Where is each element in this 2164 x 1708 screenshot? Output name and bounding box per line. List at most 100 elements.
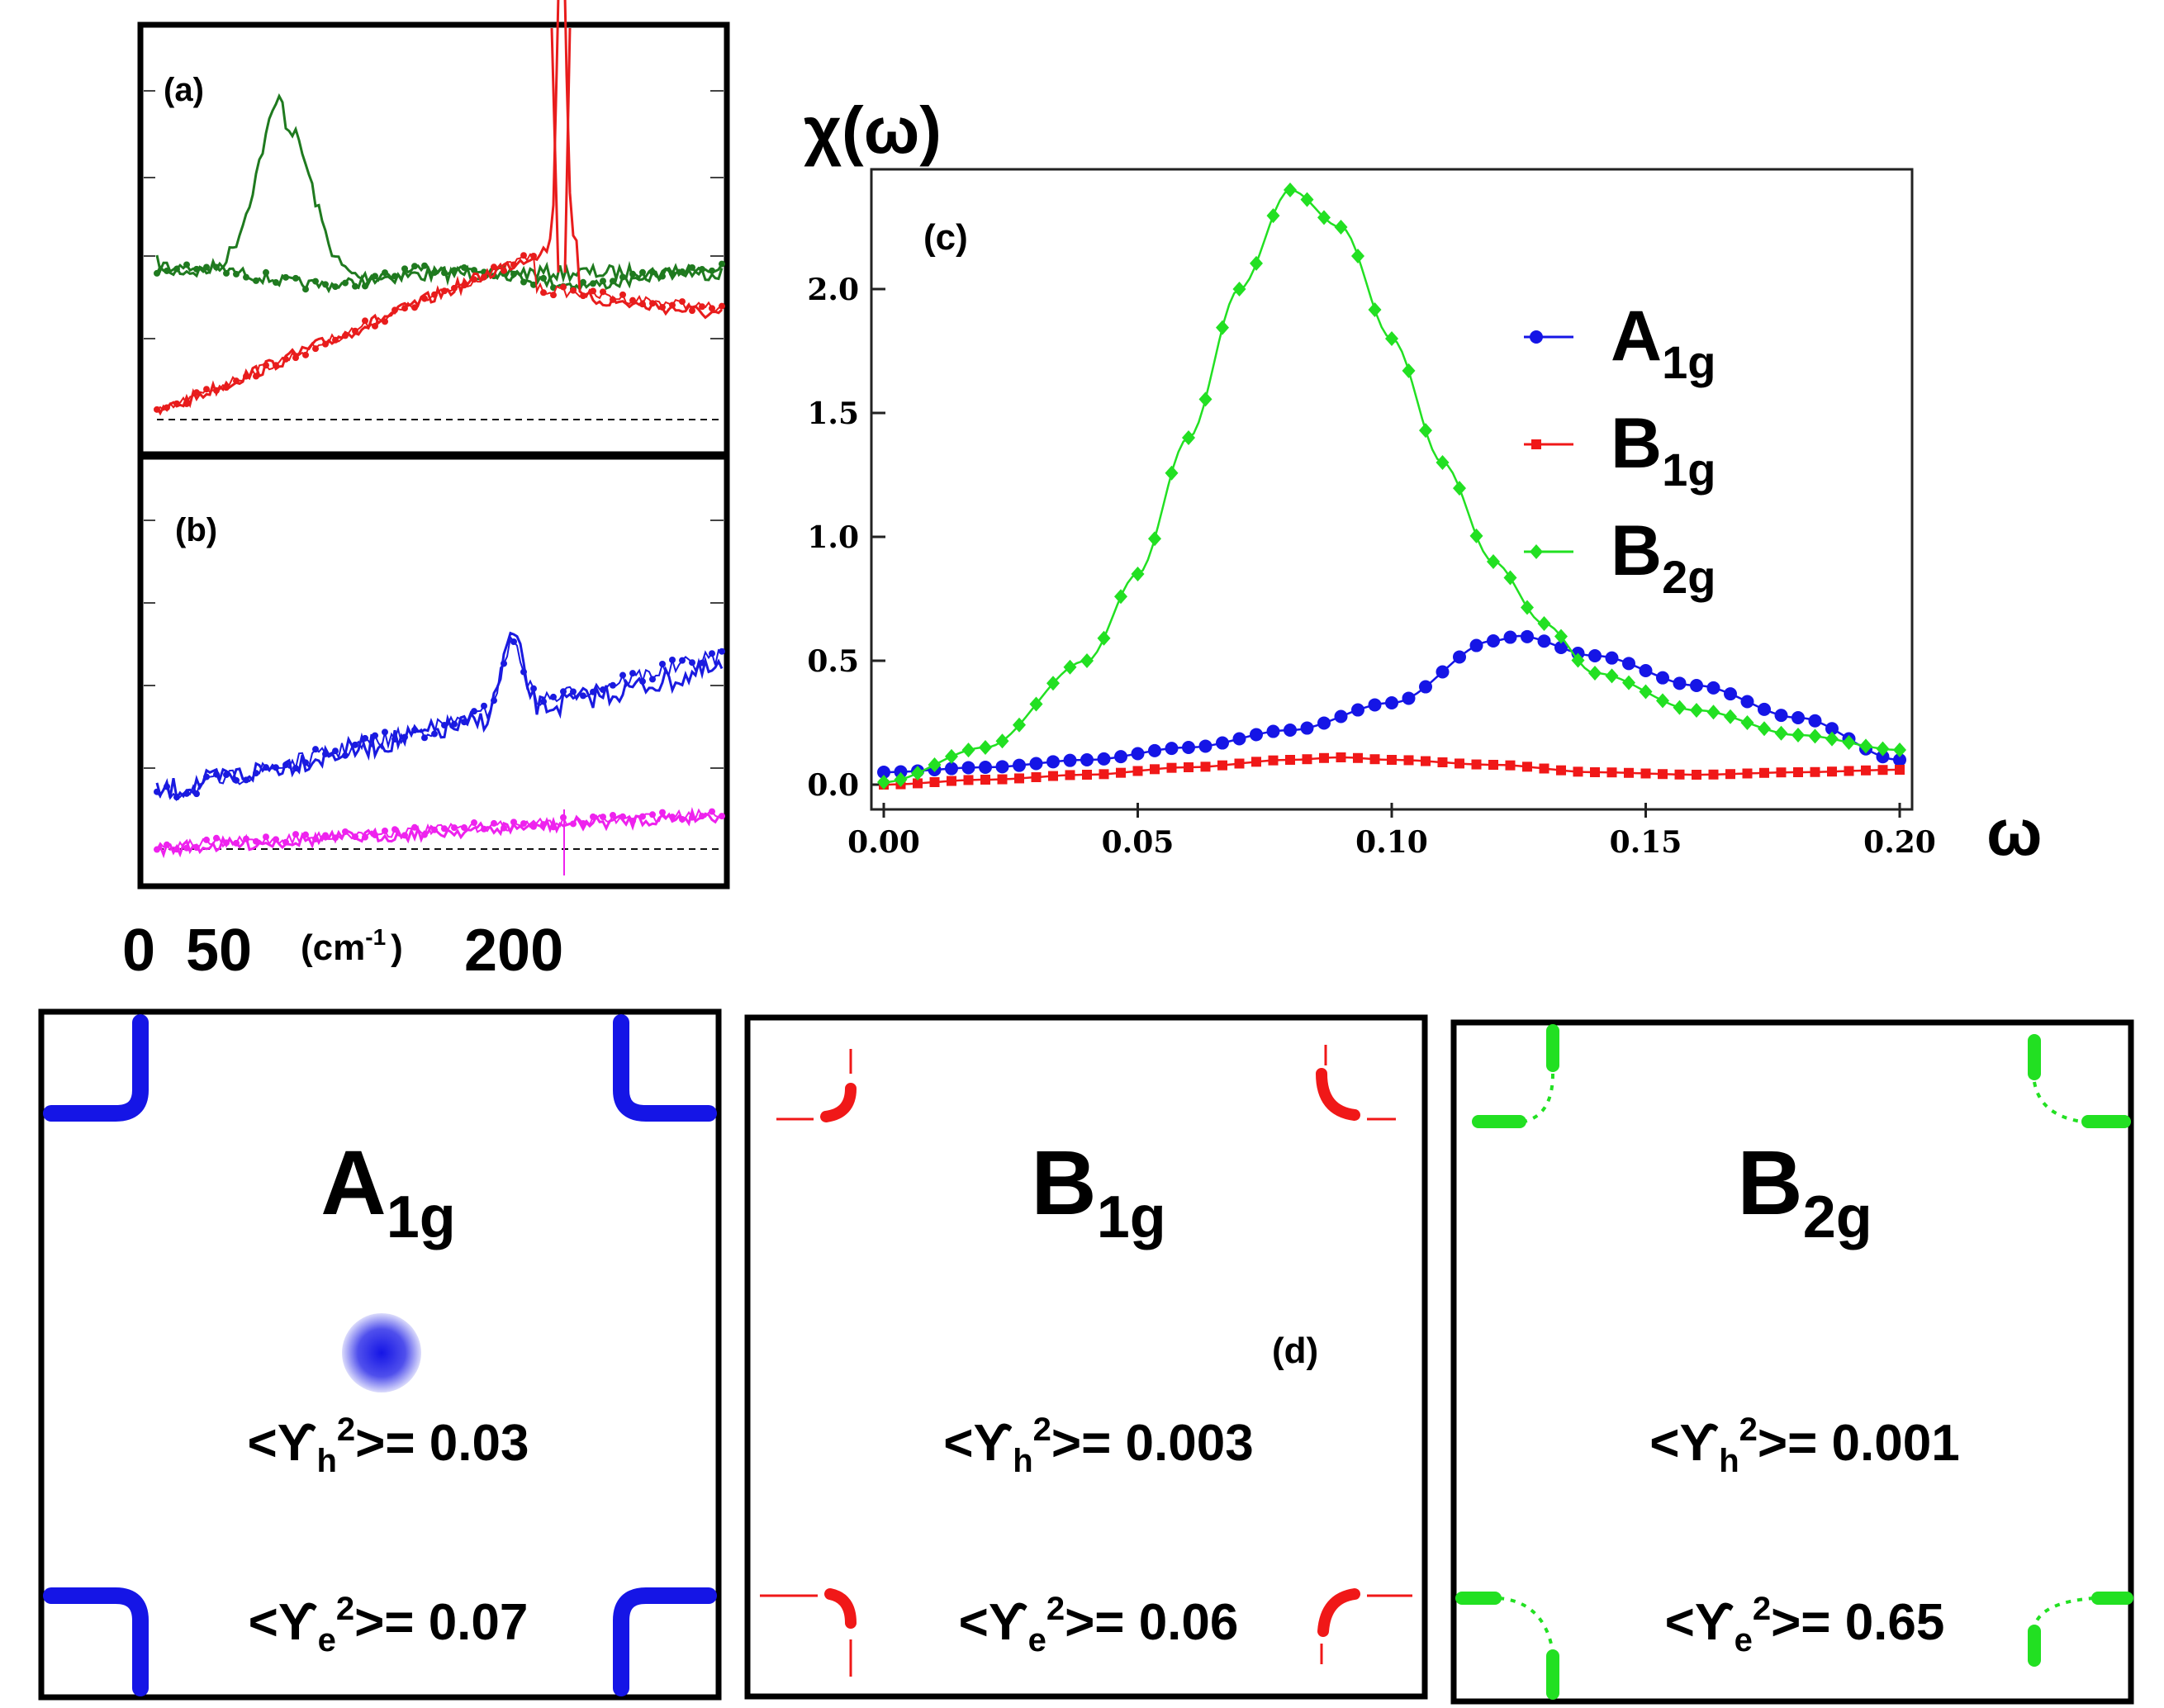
a-red-dotted-dot xyxy=(619,291,626,298)
point-A1g xyxy=(1114,750,1127,764)
a-red-peak-down xyxy=(563,27,572,273)
b-magenta-dotted-dot xyxy=(302,831,309,838)
a-green-dotted-dot xyxy=(203,263,210,271)
point-B2g xyxy=(1503,570,1517,586)
point-A1g xyxy=(1402,691,1416,705)
legend-marker-B2g xyxy=(1530,544,1543,559)
legend-label-B1g: B1g xyxy=(1611,404,1716,496)
a-green-dotted-dot xyxy=(629,270,636,278)
point-A1g xyxy=(894,765,908,779)
point-B1g xyxy=(1217,760,1227,771)
point-B2g xyxy=(1131,567,1145,581)
point-B2g xyxy=(1029,696,1043,712)
b-blue-dotted-dot xyxy=(263,764,269,771)
point-A1g xyxy=(1487,634,1500,648)
a-red-dotted-dot xyxy=(689,307,695,315)
b-blue-dotted-dot xyxy=(580,692,586,700)
a-green-dotted-dot xyxy=(282,273,289,281)
point-B1g xyxy=(1776,767,1787,778)
b-blue-dotted-dot xyxy=(183,790,190,797)
electron-coupling-B2g: <ϒe2>= 0.65 xyxy=(1665,1591,1945,1658)
a-red-dotted-dot xyxy=(342,332,349,339)
a-red-dotted-dot xyxy=(520,252,527,259)
point-B1g xyxy=(913,778,923,789)
b-magenta-dotted-dot xyxy=(431,826,438,833)
a-red-dotted-dot xyxy=(213,387,220,394)
point-B2g xyxy=(1706,705,1720,720)
point-B1g xyxy=(1065,770,1075,780)
point-A1g xyxy=(1182,741,1195,754)
b-magenta-dotted-dot xyxy=(263,833,269,841)
point-B2g xyxy=(1368,302,1382,317)
point-A1g xyxy=(1453,650,1466,664)
b-blue-dotted-dot xyxy=(649,676,656,683)
a-red-dotted-dot xyxy=(431,291,438,298)
point-A1g xyxy=(945,761,958,776)
point-A1g xyxy=(1436,665,1450,679)
point-B2g xyxy=(1266,208,1280,224)
b-blue-dotted-dot xyxy=(560,688,567,695)
point-B1g xyxy=(1708,769,1719,780)
a-red-dotted-dot xyxy=(282,355,289,363)
point-A1g xyxy=(1876,750,1890,764)
b-blue-dotted xyxy=(156,635,723,800)
point-A1g xyxy=(1097,752,1111,766)
b-blue-dotted-dot xyxy=(332,747,339,755)
point-B1g xyxy=(1640,768,1651,779)
point-A1g xyxy=(1165,742,1179,756)
point-A1g xyxy=(961,761,975,775)
point-B2g xyxy=(1046,676,1060,691)
hole-coupling-A1g: <ϒh2>= 0.03 xyxy=(248,1411,529,1479)
b-blue-dotted-dot xyxy=(570,688,577,695)
a-green-dotted-dot xyxy=(530,281,537,288)
point-B2g xyxy=(1639,684,1653,700)
a1g-pocket-br xyxy=(613,1587,717,1696)
point-B2g xyxy=(1487,554,1500,569)
point-A1g xyxy=(1250,728,1263,742)
point-A1g xyxy=(1690,679,1703,692)
b-magenta-dotted-dot xyxy=(510,818,517,826)
a-red-dotted-dot xyxy=(709,305,715,312)
box-title-B1g: B1g xyxy=(1031,1132,1165,1250)
b-blue-dotted-dot xyxy=(322,750,329,757)
b-magenta-dotted-dot xyxy=(540,821,547,828)
point-B1g xyxy=(1759,767,1769,778)
point-B2g xyxy=(961,743,975,758)
point-B1g xyxy=(1590,767,1600,777)
legend-label-B2g: B2g xyxy=(1611,511,1716,603)
a-green-dotted-dot xyxy=(392,273,398,280)
box-title-A1g: A1g xyxy=(320,1132,455,1250)
a1g-fermi-pockets xyxy=(43,1014,717,1696)
panel-a-traces xyxy=(154,0,725,416)
box-a1g xyxy=(38,1008,722,1701)
b-magenta-dotted-dot xyxy=(689,814,695,821)
point-B1g xyxy=(1810,766,1820,777)
a-green-dotted-dot xyxy=(382,269,388,277)
point-B1g xyxy=(1421,756,1431,766)
a-green-dotted-dot xyxy=(699,266,705,273)
b-blue-dotted-dot xyxy=(689,659,695,667)
b-magenta-dotted-dot xyxy=(501,824,507,832)
point-A1g xyxy=(1469,638,1483,652)
point-B1g xyxy=(1336,752,1346,762)
point-A1g xyxy=(1521,629,1534,643)
a-green-dotted-dot xyxy=(312,278,319,285)
point-A1g xyxy=(1825,722,1839,736)
b-magenta-dotted-dot xyxy=(193,844,200,852)
a-green-dotted-dot xyxy=(590,280,596,287)
point-A1g xyxy=(1300,721,1314,735)
a-green-dotted-dot xyxy=(362,282,368,290)
b-magenta-dotted-dot xyxy=(669,814,676,821)
a-red-dotted-dot xyxy=(263,362,269,369)
box-b1g-frame xyxy=(744,1014,1428,1700)
chart-xlabel: ω xyxy=(1986,795,2043,869)
b-magenta-dotted-dot xyxy=(679,815,686,823)
a-red-dotted-dot xyxy=(253,372,259,380)
a-green-dotted-dot xyxy=(342,279,349,287)
a-red-dotted-dot xyxy=(362,317,368,325)
b-magenta-dotted-dot xyxy=(471,819,477,827)
b-magenta-dotted-dot xyxy=(709,808,715,815)
panel-a: (a) xyxy=(137,0,730,458)
a-red-dotted-dot xyxy=(233,377,240,385)
